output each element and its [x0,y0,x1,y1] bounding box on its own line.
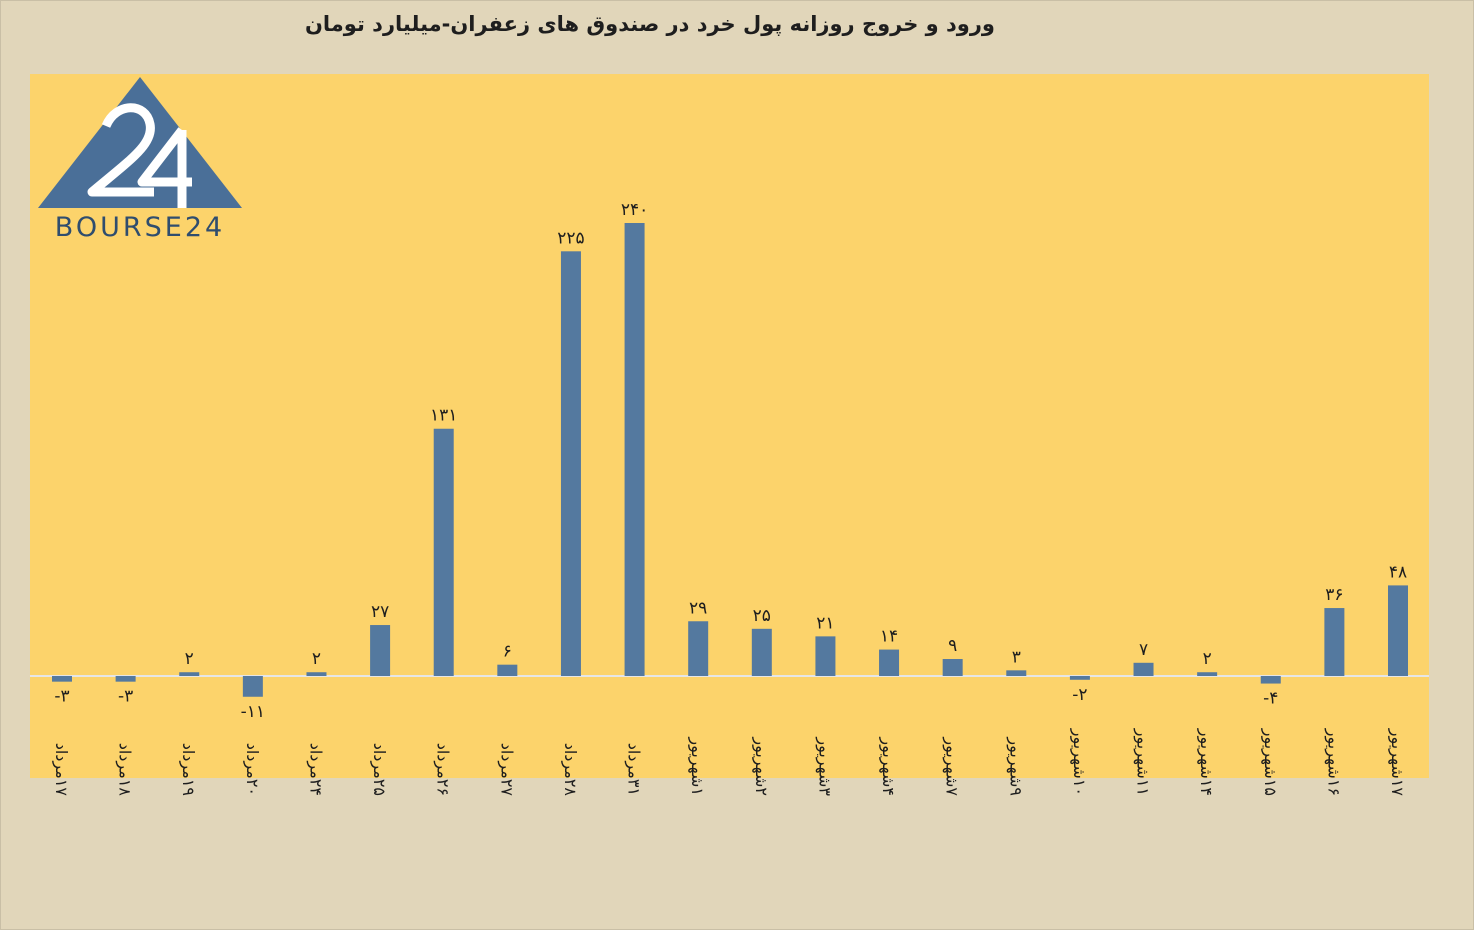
bar-14 [879,649,900,676]
plot-area [30,74,1429,778]
category-label-11: ۱شهریور [687,736,707,796]
value-label-21: ۳۶ [1325,585,1343,605]
category-label-2: ۱۸مرداد [115,743,135,797]
value-label-10: ۲۴۰ [621,200,648,220]
value-label-1: -۳ [54,687,69,707]
category-label-17: ۱۰شهریور [1069,728,1089,796]
bar-8 [497,664,518,676]
logo-text: BOURSE24 [54,212,226,243]
bar-3 [179,672,200,676]
bar-6 [370,625,391,676]
category-label-3: ۱۹مرداد [178,743,198,796]
value-label-4: -۱۱ [241,702,265,722]
category-label-16: ۹شهریور [1005,736,1025,796]
bourse24-triangle-logo-icon [38,77,242,208]
bars-group [52,223,1408,697]
value-label-8: ۶ [503,642,512,662]
bar-15 [942,659,963,676]
value-label-2: -۳ [118,687,133,707]
category-label-14: ۴شهریور [878,736,898,796]
value-label-17: -۲ [1072,685,1087,705]
value-label-7: ۱۳۱ [430,406,457,426]
value-label-5: ۲ [312,649,321,669]
category-labels-group: ۱۷مرداد ۱۸مرداد ۱۹مرداد ۲۰مرداد ۲۴مرداد ۲۵مرد… [51,728,1407,797]
category-label-12: ۲شهریور [751,736,771,796]
bar-4 [242,676,263,697]
value-label-19: ۲ [1203,649,1212,669]
value-label-15: ۹ [948,636,957,656]
value-label-16: ۳ [1012,647,1021,667]
value-label-3: ۲ [185,649,194,669]
bar-5 [306,672,327,676]
bar-12 [751,628,772,676]
bar-10 [624,223,645,676]
bar-13 [815,636,836,676]
bar-7 [433,428,454,676]
category-label-7: ۲۶مرداد [433,743,453,796]
bar-9 [560,251,581,676]
bar-22 [1388,585,1408,676]
bar-11 [688,621,709,676]
bar-16 [1006,670,1027,676]
category-label-13: ۳شهریور [814,736,834,796]
category-label-8: ۲۷مرداد [496,743,516,797]
value-label-11: ۲۹ [689,598,707,618]
bar-21 [1324,608,1345,676]
value-label-12: ۲۵ [753,606,771,626]
value-label-18: ۷ [1139,640,1148,660]
value-label-20: -۴ [1263,689,1278,709]
bar-2 [115,676,136,682]
bar-19 [1197,672,1218,676]
value-label-6: ۲۷ [371,602,389,622]
bar-17 [1069,676,1090,680]
category-label-19: ۱۴شهریور [1196,728,1216,796]
category-label-18: ۱۱شهریور [1133,728,1153,796]
category-label-22: ۱۷شهریور [1387,728,1407,797]
category-label-1: ۱۷مرداد [51,743,71,797]
bar-18 [1133,662,1154,676]
category-label-6: ۲۵مرداد [369,743,389,796]
category-label-4: ۲۰مرداد [242,743,262,796]
value-label-9: ۲۲۵ [557,228,584,248]
category-label-9: ۲۸مرداد [560,743,580,797]
category-label-20: ۱۵شهریور [1260,728,1280,796]
category-label-10: ۳۱مرداد [624,743,644,796]
chart-title: ورود و خروج روزانه پول خرد در صندوق های … [305,12,995,36]
bourse24-logo: BOURSE24 [34,74,246,244]
category-label-15: ۷شهریور [942,736,962,796]
category-label-5: ۲۴مرداد [305,743,325,796]
value-labels-group: -۳ -۳ ۲ -۱۱ ۲ ۲۷ ۱۳۱ ۶ ۲۲۵ ۲۴۰ ۲۹ ۲۵ ۲۱ ۱۴ ۹ ۳ -۲ ۷ ۲ -۴ ۳۶ ۴… [54,200,1407,722]
value-label-22: ۴۸ [1389,562,1407,582]
bar-20 [1260,676,1281,684]
value-label-13: ۲۱ [816,613,834,633]
bar-1 [52,676,72,682]
value-label-14: ۱۴ [880,627,898,647]
category-label-21: ۱۶شهریور [1323,728,1343,796]
